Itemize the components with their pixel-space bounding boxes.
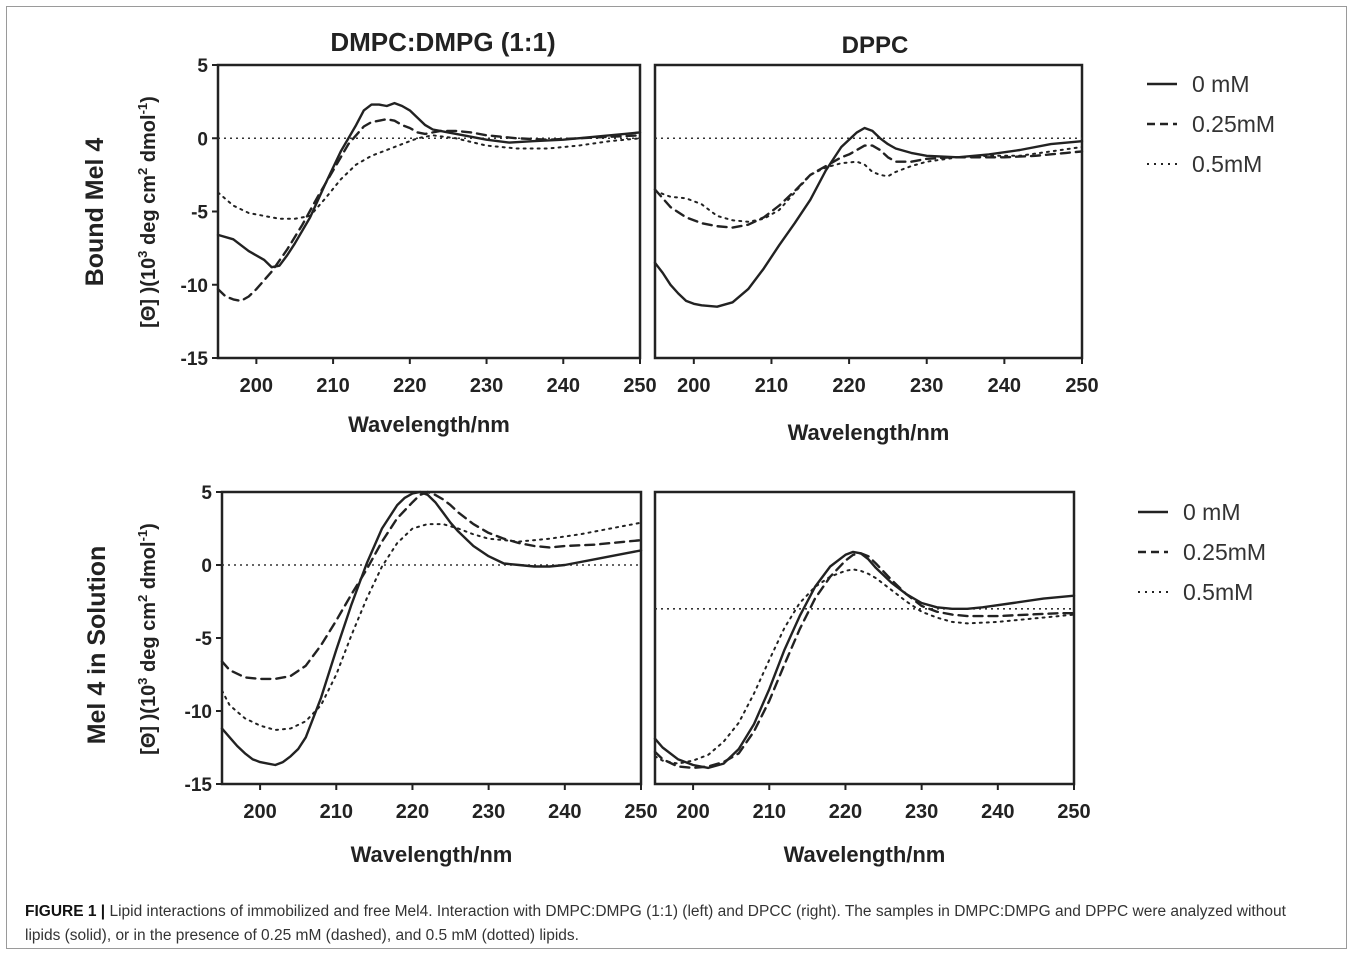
legend-bottom-label-2: 0.5mM bbox=[1183, 579, 1253, 605]
y-tick-label: -15 bbox=[181, 349, 209, 370]
legend-top: 0 mM 0.25mM 0.5mM bbox=[1147, 71, 1275, 177]
series-line-dotted bbox=[654, 146, 1083, 223]
x-tick-label: 250 bbox=[1065, 375, 1098, 397]
panel-bottom-left: 200 210 220 230 240 250 Wavelength/nm 5 0 -5 -10 -1… bbox=[185, 483, 658, 867]
figure-canvas: DMPC:DMPG (1:1) DPPC Bound Mel 4 Mel 4 i… bbox=[81, 27, 1275, 867]
x-tick-label: 200 bbox=[676, 801, 709, 823]
series-line-dashed bbox=[653, 552, 1076, 770]
x-tick-label: 210 bbox=[320, 801, 353, 823]
series-line-dotted bbox=[217, 134, 641, 220]
x-tick-label: 240 bbox=[988, 375, 1021, 397]
x-tick-label: 230 bbox=[470, 375, 503, 397]
series-line-solid bbox=[220, 490, 643, 767]
x-tick-label: 250 bbox=[623, 375, 656, 397]
x-tick-label: 220 bbox=[393, 375, 426, 397]
x-tick-label: 220 bbox=[396, 801, 429, 823]
legend-bottom: 0 mM 0.25mM 0.5mM bbox=[1138, 499, 1266, 605]
panel-top-right: 200 210 220 230 240 250 Wavelength/nm bbox=[653, 63, 1099, 445]
x-tick-label: 230 bbox=[905, 801, 938, 823]
x-tick-label: 200 bbox=[677, 375, 710, 397]
series-line-dashed bbox=[653, 144, 1084, 229]
figure-caption: FIGURE 1 | Lipid interactions of immobil… bbox=[25, 900, 1325, 948]
row-label-top: Bound Mel 4 bbox=[81, 138, 109, 287]
series-line-dotted bbox=[221, 521, 642, 731]
series-line-solid bbox=[653, 550, 1076, 770]
row-label-bottom: Mel 4 in Solution bbox=[83, 546, 111, 745]
y-tick-label: -15 bbox=[185, 775, 213, 796]
legend-bottom-label-1: 0.25mM bbox=[1183, 539, 1266, 565]
figure-frame bbox=[6, 6, 1347, 949]
series-line-solid bbox=[653, 126, 1084, 308]
x-tick-label: 230 bbox=[910, 375, 943, 397]
x-tick-label: 250 bbox=[624, 801, 657, 823]
legend-top-label-1: 0.25mM bbox=[1192, 111, 1275, 137]
y-tick-label: 0 bbox=[201, 556, 212, 577]
caption-label: FIGURE 1 | bbox=[25, 903, 106, 920]
y-axis-label-top: [Θ] )(103 deg cm2 dmol-1) bbox=[135, 96, 160, 328]
x-tick-label: 240 bbox=[548, 801, 581, 823]
plot-frame bbox=[216, 63, 642, 360]
y-tick-label: -5 bbox=[195, 629, 212, 650]
caption-text: Lipid interactions of immobilized and fr… bbox=[25, 903, 1286, 944]
x-tick-label: 250 bbox=[1057, 801, 1090, 823]
panel-bottom-right: 200 210 220 230 240 250 Wavelength/nm bbox=[653, 490, 1091, 867]
y-tick-label: -10 bbox=[181, 276, 208, 297]
y-tick-label: 5 bbox=[201, 483, 212, 504]
col-title-left: DMPC:DMPG (1:1) bbox=[330, 27, 555, 57]
series-line-dashed bbox=[216, 117, 642, 303]
y-tick-label: 5 bbox=[197, 56, 208, 77]
x-tick-label: 210 bbox=[753, 801, 786, 823]
x-tick-label: 200 bbox=[243, 801, 276, 823]
y-tick-label: -5 bbox=[191, 203, 208, 224]
panel-top-left: 200 210 220 230 240 250 Wavelength/nm 5 0 -5 -10 -1… bbox=[181, 56, 657, 437]
x-tick-label: 210 bbox=[755, 375, 788, 397]
x-tick-label: 200 bbox=[240, 375, 273, 397]
y-tick-label: 0 bbox=[197, 129, 208, 150]
plot-frame bbox=[653, 490, 1076, 786]
legend-top-label-0: 0 mM bbox=[1192, 71, 1250, 97]
x-axis-label: Wavelength/nm bbox=[348, 412, 510, 437]
y-axis-label-bottom: [Θ] )(103 deg cm2 dmol-1) bbox=[135, 523, 160, 755]
x-tick-label: 220 bbox=[832, 375, 865, 397]
x-tick-label: 230 bbox=[472, 801, 505, 823]
plot-frame bbox=[220, 490, 643, 786]
x-axis-label: Wavelength/nm bbox=[784, 842, 946, 867]
series-line-solid bbox=[216, 101, 642, 269]
series-line-dotted bbox=[654, 568, 1075, 765]
legend-bottom-label-0: 0 mM bbox=[1183, 499, 1241, 525]
legend-top-label-2: 0.5mM bbox=[1192, 151, 1262, 177]
x-tick-label: 210 bbox=[316, 375, 349, 397]
col-title-right: DPPC bbox=[842, 32, 909, 59]
series-line-dashed bbox=[220, 490, 643, 681]
x-tick-label: 240 bbox=[547, 375, 580, 397]
x-axis-label: Wavelength/nm bbox=[351, 842, 513, 867]
y-tick-label: -10 bbox=[185, 702, 212, 723]
x-tick-label: 240 bbox=[981, 801, 1014, 823]
x-axis-label: Wavelength/nm bbox=[788, 420, 950, 445]
x-tick-label: 220 bbox=[829, 801, 862, 823]
plot-frame bbox=[653, 63, 1084, 360]
